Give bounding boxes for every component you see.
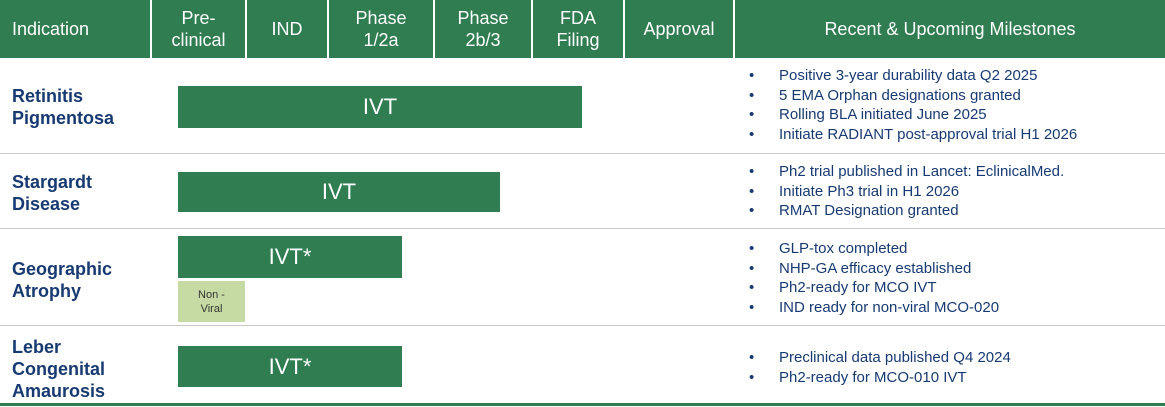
milestone-text: Ph2-ready for MCO-010 IVT [779, 368, 967, 386]
bullet-icon: • [749, 202, 755, 219]
milestone-list: • Preclinical data published Q4 2024 • Ph2… [749, 348, 1011, 387]
program-bar: IVT [178, 86, 582, 128]
milestone-text: Initiate RADIANT post-approval trial H1 … [779, 125, 1078, 143]
header-divider [623, 0, 625, 58]
milestone-list: • Ph2 trial published in Lancet: Eclinica… [749, 162, 1064, 221]
bullet-icon: • [749, 279, 755, 296]
milestone-item: • Ph2-ready for MCO-010 IVT [749, 368, 1011, 388]
row-divider [0, 153, 1165, 154]
header-preclinical: Pre- clinical [171, 8, 226, 50]
milestone-item: • RMAT Designation granted [749, 201, 1064, 221]
header-divider [150, 0, 152, 58]
indication-label: Stargardt Disease [12, 172, 93, 214]
header-phase-2b-3: Phase 2b/3 [457, 8, 509, 50]
milestone-text: GLP-tox completed [779, 240, 908, 257]
bullet-icon: • [749, 259, 755, 277]
header-divider [433, 0, 435, 58]
header-ind: IND [271, 19, 303, 39]
bullet-icon: • [749, 349, 755, 366]
milestone-item: • Preclinical data published Q4 2024 [749, 348, 1011, 368]
bullet-icon: • [749, 163, 755, 180]
bullet-icon: • [749, 106, 755, 123]
bullet-icon: • [749, 125, 755, 143]
milestone-item: • Positive 3-year durability data Q2 2025 [749, 66, 1077, 86]
milestone-text: RMAT Designation granted [779, 202, 959, 219]
bullet-icon: • [749, 182, 755, 200]
milestone-item: • Rolling BLA initiated June 2025 [749, 105, 1077, 125]
indication-label: Retinitis Pigmentosa [12, 86, 115, 128]
milestone-text: Ph2-ready for MCO IVT [779, 279, 937, 296]
header-divider [531, 0, 533, 58]
header-divider [733, 0, 735, 58]
milestone-text: 5 EMA Orphan designations granted [779, 86, 1021, 104]
bottom-rule [0, 403, 1165, 406]
milestone-text: Ph2 trial published in Lancet: Eclinical… [779, 163, 1065, 180]
milestone-item: • GLP-tox completed [749, 239, 999, 259]
header-indication: Indication [12, 19, 90, 39]
row-divider [0, 325, 1165, 326]
bullet-icon: • [749, 67, 755, 84]
milestone-text: NHP-GA efficacy established [779, 259, 972, 277]
milestone-item: • IND ready for non-viral MCO-020 [749, 298, 999, 318]
bullet-icon: • [749, 240, 755, 257]
program-bar: IVT [178, 172, 500, 212]
bullet-icon: • [749, 86, 755, 104]
bullet-icon: • [749, 368, 755, 386]
milestone-text: Rolling BLA initiated June 2025 [779, 106, 987, 123]
milestone-item: • Initiate Ph3 trial in H1 2026 [749, 182, 1064, 202]
milestone-item: • Ph2-ready for MCO IVT [749, 278, 999, 298]
header-divider [245, 0, 247, 58]
milestone-text: IND ready for non-viral MCO-020 [779, 298, 1000, 316]
milestone-text: Initiate Ph3 trial in H1 2026 [779, 182, 960, 200]
milestone-text: Preclinical data published Q4 2024 [779, 349, 1011, 366]
milestone-item: • 5 EMA Orphan designations granted [749, 86, 1077, 106]
header-milestones: Recent & Upcoming Milestones [824, 19, 1076, 39]
header-approval: Approval [643, 19, 715, 39]
header-divider [327, 0, 329, 58]
milestone-item: • Ph2 trial published in Lancet: Eclinica… [749, 162, 1064, 182]
indication-label: Leber Congenital Amaurosis [12, 337, 106, 401]
indication-label: Geographic Atrophy [12, 259, 113, 301]
header-phase-1-2a: Phase 1/2a [355, 8, 407, 50]
milestone-list: • Positive 3-year durability data Q2 2025… [749, 66, 1077, 144]
program-bar: IVT* [178, 236, 402, 278]
milestone-item: • NHP-GA efficacy established [749, 259, 999, 279]
milestone-list: • GLP-tox completed • NHP-GA efficacy esta… [749, 239, 999, 317]
program-bar: IVT* [178, 346, 402, 387]
non-viral-bar: Non - Viral [178, 281, 245, 322]
bullet-icon: • [749, 298, 755, 316]
header-fda-filing: FDA Filing [556, 8, 600, 50]
row-divider [0, 228, 1165, 229]
pipeline-header: Indication Pre- clinical IND Phase 1/2a … [0, 0, 1165, 58]
milestone-item: • Initiate RADIANT post-approval trial H1… [749, 125, 1077, 145]
milestone-text: Positive 3-year durability data Q2 2025 [779, 67, 1038, 84]
